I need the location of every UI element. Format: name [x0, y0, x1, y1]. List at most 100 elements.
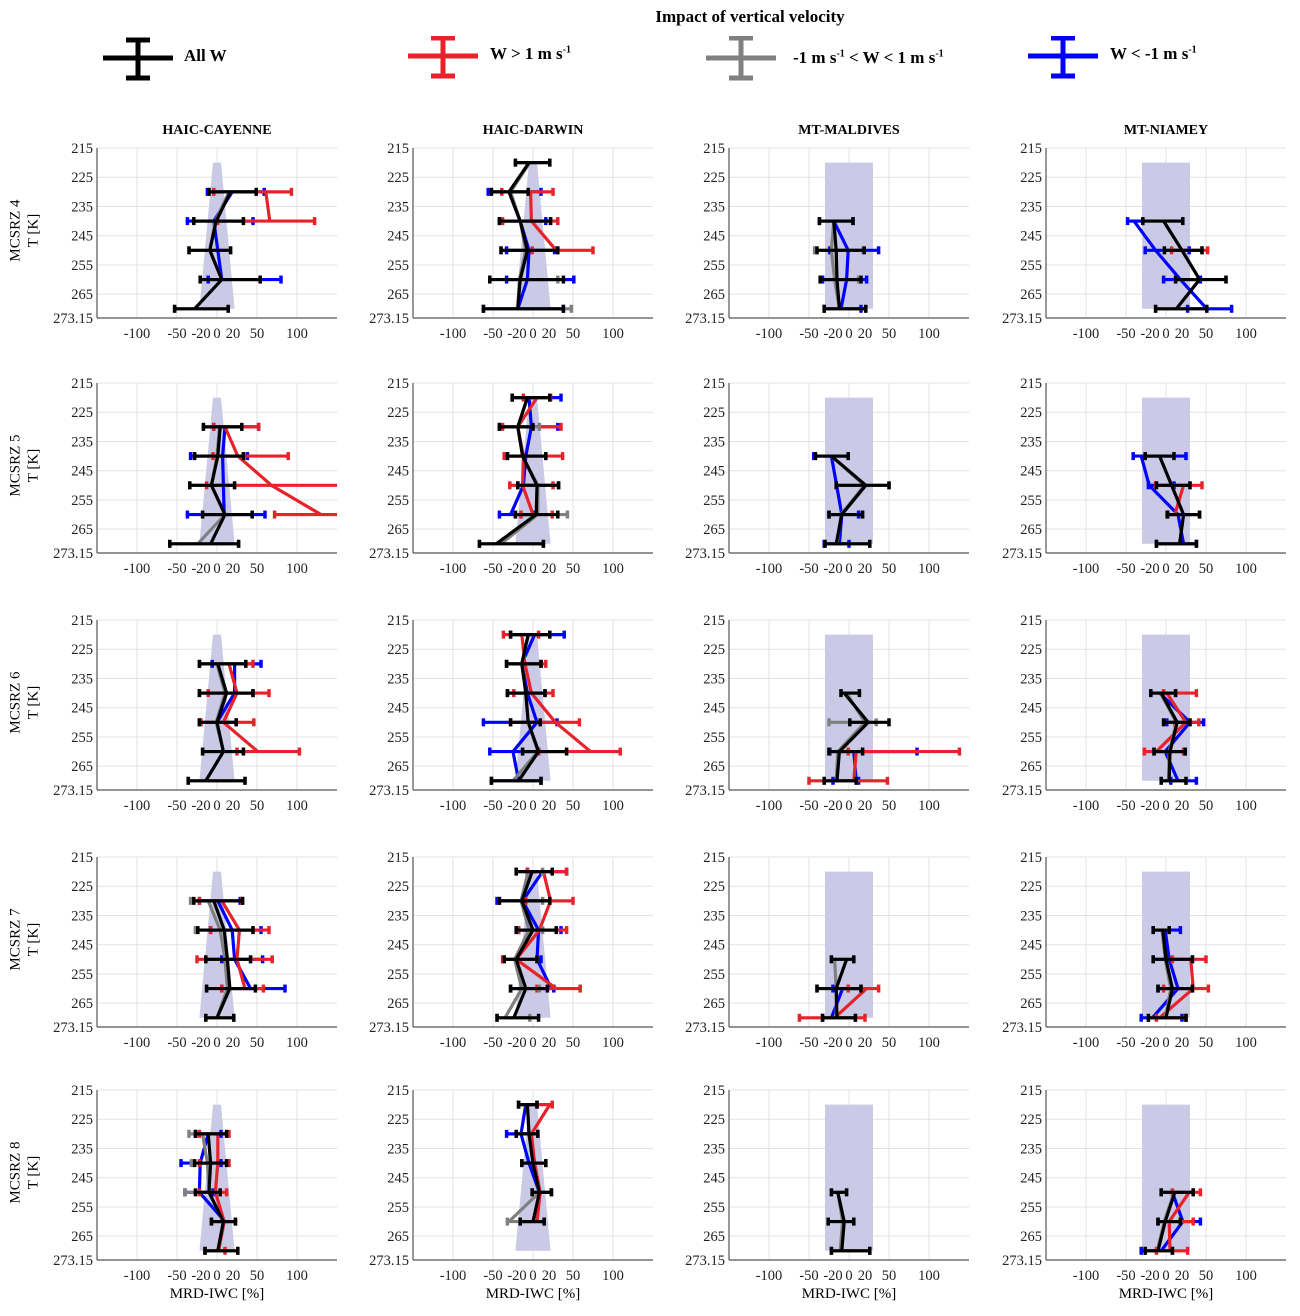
row-label-mcsrz7: MCSRZ 7: [7, 908, 24, 971]
errorbar-all: [505, 452, 548, 461]
x-tick-label: 20: [226, 798, 241, 814]
column-title-darwin: HAIC-DARWIN: [482, 123, 584, 138]
errorbar-all: [1162, 246, 1204, 255]
x-axis-label: MRD-IWC [%]: [169, 1286, 265, 1302]
errorbar-all: [813, 452, 850, 461]
x-tick-label: -100: [1073, 561, 1100, 577]
y-tick-label: 273.15: [369, 546, 409, 562]
y-tick-label: 235: [387, 434, 409, 450]
y-tick-label: 265: [703, 759, 725, 775]
y-tick-label: 215: [387, 1083, 409, 1099]
x-tick-label: -100: [756, 1035, 783, 1051]
y-tick-label: 235: [387, 1141, 409, 1157]
errorbar-all: [497, 217, 553, 226]
y-tick-label: 225: [1020, 879, 1042, 895]
series-line-all: [495, 397, 539, 546]
row-label-mcsrz6: MCSRZ 6: [7, 671, 24, 734]
y-tick-label: 225: [387, 1112, 409, 1128]
x-tick-label: 0: [1162, 1035, 1169, 1051]
errorbar-all: [829, 955, 856, 964]
errorbar-all: [172, 304, 230, 313]
y-tick-label: 225: [387, 879, 409, 895]
x-tick-label: 100: [602, 326, 624, 342]
y-tick-label: 255: [703, 730, 725, 746]
y-axis-label: T [K]: [25, 448, 42, 483]
y-tick-label: 235: [703, 671, 725, 687]
y-tick-label: 273.15: [53, 783, 93, 799]
y-tick-label: 245: [1020, 1171, 1042, 1187]
y-tick-label: 273.15: [53, 311, 93, 327]
errorbar-all: [505, 689, 547, 698]
errorbar-all: [192, 896, 245, 905]
series-line-all: [830, 454, 868, 545]
x-tick-label: 20: [542, 326, 557, 342]
y-tick-label: 235: [71, 671, 93, 687]
y-tick-label: 225: [1020, 642, 1042, 658]
y-tick-label: 225: [71, 642, 93, 658]
x-tick-label: 20: [858, 798, 873, 814]
x-tick-label: 0: [529, 798, 536, 814]
x-tick-label: 0: [213, 1268, 220, 1284]
x-tick-label: -50: [1116, 1035, 1135, 1051]
legend-errorbar-icon-gray: [706, 36, 776, 81]
errorbar-all: [168, 539, 241, 548]
y-axis-label: T [K]: [25, 1155, 42, 1190]
x-tick-label: 20: [1175, 798, 1190, 814]
series-all: [815, 217, 868, 313]
errorbar-all: [817, 217, 855, 226]
y-tick-label: 235: [1020, 199, 1042, 215]
legend-label-text: < W < 1 m s: [844, 48, 936, 67]
errorbar-all: [520, 1159, 548, 1168]
x-tick-label: -50: [167, 798, 186, 814]
uncertainty-shade: [515, 162, 551, 309]
y-tick-label: 255: [71, 493, 93, 509]
errorbar-all: [201, 422, 244, 431]
uncertainty-shade: [199, 397, 235, 544]
errorbar-all: [822, 304, 868, 313]
x-tick-label: -50: [799, 326, 818, 342]
y-tick-label: 265: [71, 1229, 93, 1245]
y-tick-label: 225: [387, 405, 409, 421]
y-tick-label: 265: [703, 996, 725, 1012]
series-line-up: [223, 426, 322, 516]
subplot-mcsrz6-haic-darwin: 215 225 235 245 255 265 273.15 -100 -50 -20 0 20 50 1…: [369, 613, 653, 814]
x-tick-label: -20: [1140, 798, 1159, 814]
legend-label-text: -1 m s: [793, 48, 837, 67]
errorbar-up: [235, 747, 302, 756]
x-tick-label: -100: [756, 1268, 783, 1284]
legend-label-text: W > 1 m s: [490, 44, 563, 63]
series-all: [826, 1188, 872, 1255]
series-line-up: [833, 987, 868, 1019]
errorbar-all: [1149, 689, 1178, 698]
series-line-all: [1158, 455, 1186, 545]
errorbar-all: [827, 510, 865, 519]
y-tick-label: 265: [387, 522, 409, 538]
subplot-mcsrz5-haic-darwin: 215 225 235 245 255 265 273.15 -100 -50 -20 0 20 50 1…: [369, 376, 653, 577]
x-tick-label: -100: [440, 1268, 467, 1284]
errorbar-all: [1151, 955, 1195, 964]
errorbar-all: [518, 1217, 546, 1226]
y-tick-label: 225: [387, 642, 409, 658]
y-tick-label: 255: [387, 258, 409, 274]
y-tick-label: 235: [71, 908, 93, 924]
x-tick-label: 100: [602, 561, 624, 577]
y-tick-label: 265: [387, 1229, 409, 1245]
errorbar-all: [1143, 452, 1176, 461]
x-tick-label: -20: [191, 1268, 210, 1284]
y-tick-label: 265: [71, 287, 93, 303]
y-tick-label: 215: [71, 850, 93, 866]
errorbar-all: [204, 1013, 236, 1022]
errorbar-all: [197, 659, 248, 668]
errorbar-all: [495, 1013, 541, 1022]
uncertainty-shade: [825, 1104, 873, 1251]
x-tick-label: 20: [858, 561, 873, 577]
subplot-mcsrz8-mt-maldives: 215 225 235 245 255 265 273.15 -100 -50 -20 0 20 50 1…: [685, 1083, 969, 1284]
series-all: [813, 452, 891, 548]
legend-label-sup: -1: [935, 48, 944, 60]
legend-errorbar-icon-blue: [1028, 36, 1098, 79]
x-tick-label: -20: [823, 326, 842, 342]
y-tick-label: 265: [1020, 996, 1042, 1012]
x-tick-label: -100: [1073, 326, 1100, 342]
x-tick-label: 20: [542, 1035, 557, 1051]
